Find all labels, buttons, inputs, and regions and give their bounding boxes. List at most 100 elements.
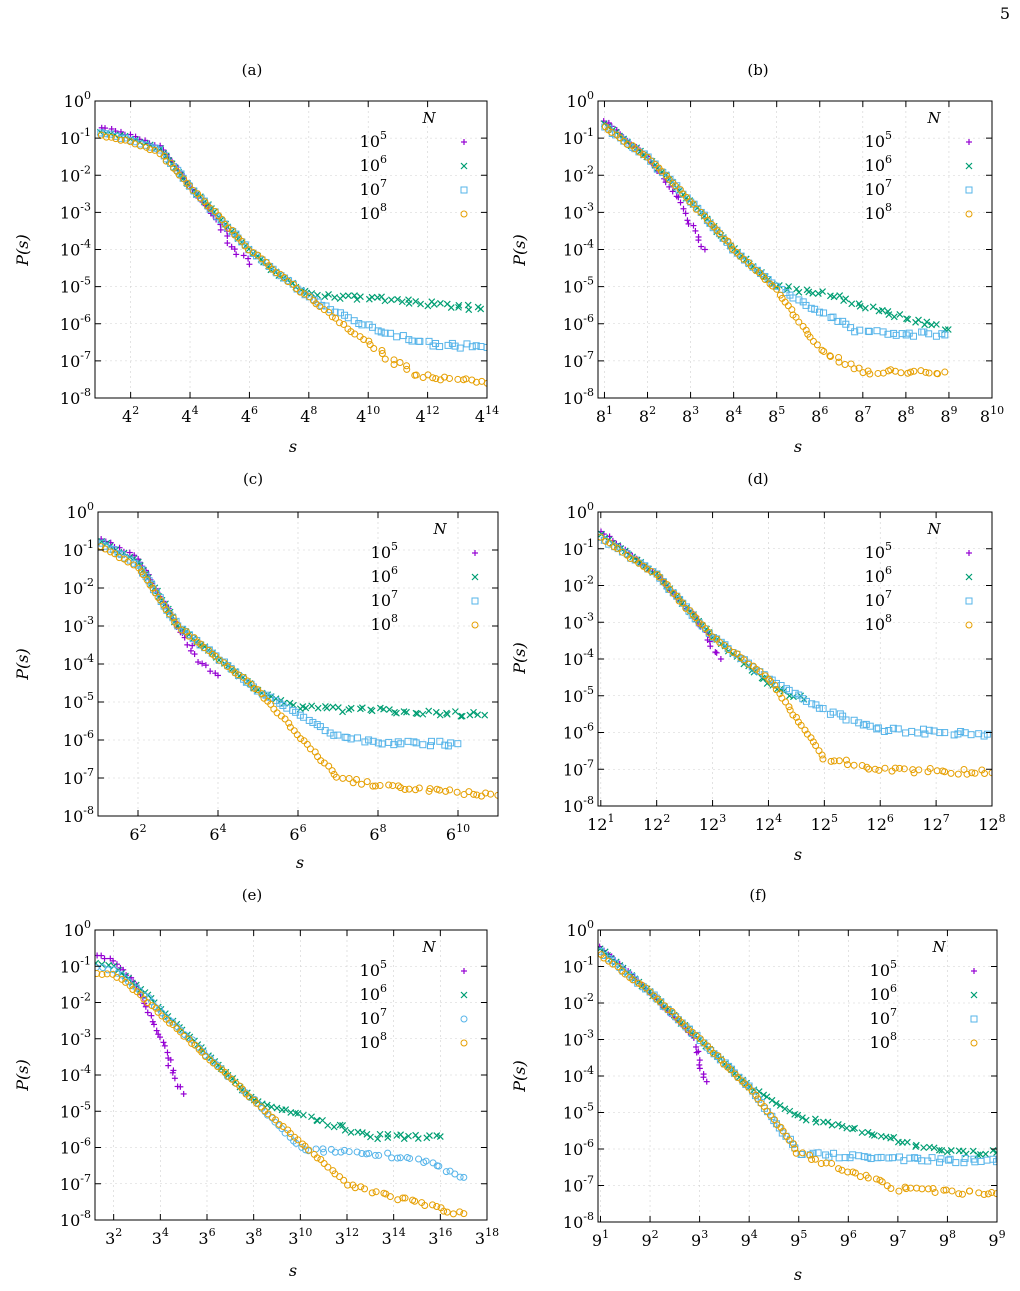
plot-area xyxy=(598,528,992,778)
data-point xyxy=(114,550,122,558)
data-point xyxy=(263,1101,271,1109)
data-point xyxy=(806,333,814,341)
data-point xyxy=(875,766,883,774)
plot-frame xyxy=(597,929,998,1223)
legend-entry-label: 106 xyxy=(865,153,892,175)
data-point xyxy=(841,360,849,368)
data-point xyxy=(356,293,364,301)
data-point xyxy=(160,147,167,154)
data-point xyxy=(384,1130,392,1138)
data-point xyxy=(785,703,793,711)
x-tick-label: 83 xyxy=(682,404,699,426)
data-point xyxy=(306,745,314,753)
data-point xyxy=(426,742,434,750)
data-point xyxy=(421,1201,429,1209)
y-tick-label: 10-6 xyxy=(60,1136,91,1158)
y-tick-label: 10-8 xyxy=(563,1210,594,1232)
data-point xyxy=(196,194,204,202)
data-point xyxy=(812,741,820,749)
legend-entry-label: 107 xyxy=(360,177,387,199)
data-point xyxy=(376,1130,384,1138)
data-point xyxy=(682,210,689,217)
data-point xyxy=(925,726,933,734)
data-point xyxy=(365,337,373,345)
data-point xyxy=(376,781,384,789)
data-point xyxy=(401,786,409,794)
data-point xyxy=(470,790,478,798)
data-point xyxy=(377,328,385,336)
data-point xyxy=(861,304,869,312)
data-point xyxy=(472,378,480,386)
data-point xyxy=(98,970,106,978)
data-point xyxy=(900,1157,908,1165)
data-point xyxy=(385,781,393,789)
data-point xyxy=(824,1118,832,1126)
data-point xyxy=(755,1088,763,1096)
data-point xyxy=(954,770,962,778)
data-point xyxy=(101,955,108,962)
data-point xyxy=(344,1181,352,1189)
y-tick-label: 10-5 xyxy=(563,684,594,706)
data-point xyxy=(148,1012,155,1019)
data-point xyxy=(415,1155,423,1163)
data-point xyxy=(850,761,858,769)
data-point xyxy=(766,1111,774,1119)
data-point xyxy=(897,369,905,377)
data-point xyxy=(95,970,101,978)
data-point xyxy=(292,285,300,293)
data-point xyxy=(372,1188,380,1196)
data-point xyxy=(238,237,246,245)
data-point xyxy=(655,573,663,581)
data-point xyxy=(778,694,786,702)
data-point xyxy=(647,157,655,165)
data-point xyxy=(472,342,480,350)
data-point xyxy=(872,1175,880,1183)
data-point xyxy=(378,350,386,358)
data-point xyxy=(183,628,191,636)
data-point xyxy=(129,982,137,990)
chart-panel-3: (c) 100 10-1 10-2 10-3 10-4 10-5 10-6 10-7 10-8 62… xyxy=(13,470,499,872)
data-point xyxy=(398,298,406,306)
data-point xyxy=(279,1122,287,1130)
data-point xyxy=(432,708,440,716)
data-point xyxy=(347,1129,355,1136)
x-tick-label: 88 xyxy=(897,404,914,426)
y-axis-label: P(s) xyxy=(13,234,32,266)
data-point xyxy=(257,1103,265,1111)
data-point xyxy=(317,1156,325,1164)
y-tick-label: 10-2 xyxy=(60,991,91,1013)
data-point xyxy=(721,642,729,650)
data-point xyxy=(958,1190,966,1198)
data-point xyxy=(802,697,810,705)
data-point xyxy=(923,318,931,326)
data-point xyxy=(789,711,797,719)
data-point xyxy=(457,712,465,720)
data-point xyxy=(389,782,397,790)
data-point xyxy=(789,1140,797,1148)
data-point xyxy=(340,320,348,328)
data-point xyxy=(941,729,949,737)
data-point xyxy=(385,738,393,746)
data-point xyxy=(932,320,940,328)
x-tick-label: 310 xyxy=(288,1226,312,1248)
y-tick-label: 10-7 xyxy=(63,766,94,788)
legend-title: N xyxy=(926,520,941,538)
data-point xyxy=(305,1146,313,1154)
data-point xyxy=(828,1121,836,1129)
data-point xyxy=(330,731,338,739)
data-point xyxy=(265,262,273,270)
data-point xyxy=(299,1111,307,1119)
data-point xyxy=(169,1021,177,1029)
data-point xyxy=(763,1107,771,1115)
data-point xyxy=(808,1156,816,1164)
data-point xyxy=(447,739,455,747)
data-point xyxy=(308,702,316,710)
data-point xyxy=(928,1154,936,1162)
data-point xyxy=(253,1099,261,1107)
data-point xyxy=(397,784,405,792)
data-point xyxy=(865,328,873,336)
data-point xyxy=(339,708,346,716)
data-point xyxy=(199,660,206,667)
data-point xyxy=(777,1123,785,1131)
